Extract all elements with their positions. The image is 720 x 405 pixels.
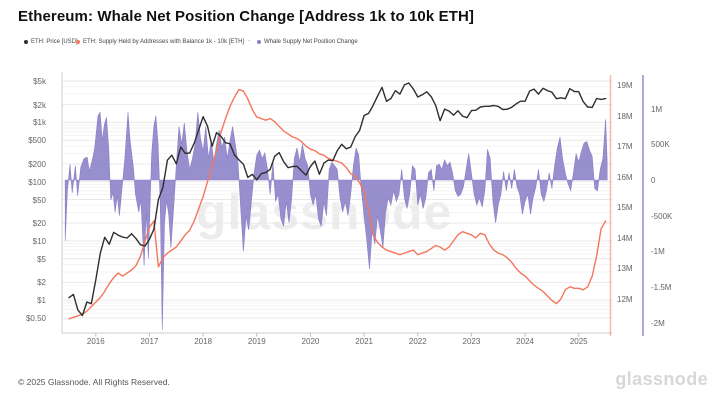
year-axis-label: 2017 — [140, 337, 159, 346]
price-axis-label: $2k — [33, 100, 46, 110]
supply-axis-label: 16M — [617, 172, 633, 182]
year-axis-label: 2023 — [462, 337, 481, 346]
supply-axis-label: 19M — [617, 81, 633, 90]
net-axis-label: -2M — [651, 318, 665, 328]
price-axis-label: $100 — [28, 177, 46, 187]
legend-item-label: Whale Supply Net Position Change — [264, 39, 358, 45]
price-axis-label: $1k — [33, 118, 46, 128]
year-axis-label: 2020 — [301, 337, 320, 346]
net-axis-label: -1.5M — [651, 282, 672, 292]
supply-axis-label: 15M — [617, 203, 633, 213]
supply-axis-label: 14M — [617, 233, 633, 243]
supply-axis-label: 18M — [617, 111, 633, 121]
price-axis-label: $0.50 — [25, 314, 46, 323]
supply-line-series[interactable] — [68, 88, 607, 320]
legend-dash: - — [248, 38, 251, 45]
net-position-series-dot-icon — [257, 40, 261, 44]
page-title: Ethereum: Whale Net Position Change [Add… — [18, 8, 474, 25]
supply-axis-label: 17M — [617, 142, 633, 152]
supply-series-dot-icon — [76, 40, 80, 44]
price-axis-label: $2 — [37, 278, 46, 288]
footer-copyright: © 2025 Glassnode. All Rights Reserved. — [18, 377, 170, 387]
legend-item-label: ETH: Price [USD] — [31, 39, 78, 45]
price-axis-label: $10 — [32, 236, 46, 246]
price-axis-label: $50 — [32, 195, 46, 205]
price-axis-label: $5k — [33, 77, 46, 86]
price-axis-label: $5 — [37, 254, 46, 264]
year-axis-label: 2016 — [86, 337, 105, 346]
price-series-dot-icon — [24, 40, 28, 44]
net-axis-label: -1M — [651, 247, 665, 257]
net-position-area-series[interactable] — [64, 111, 608, 330]
price-axis-label: $1 — [37, 296, 46, 306]
price-axis-label: $500 — [28, 136, 46, 146]
legend-item-price[interactable]: ETH: Price [USD] — [24, 39, 78, 45]
year-axis-label: 2018 — [194, 337, 213, 346]
supply-axis-label: 12M — [617, 295, 633, 304]
price-axis-label: $20 — [32, 219, 46, 229]
legend-item-label: ETH: Supply Held by Addresses with Balan… — [83, 39, 245, 45]
glassnode-logo: glassnode — [615, 369, 708, 389]
chart-legend: ETH: Price [USD] ETH: Supply Held by Add… — [0, 38, 720, 49]
year-axis-label: 2025 — [569, 337, 588, 346]
year-axis-label: 2021 — [355, 337, 373, 346]
net-axis-label: 500K — [651, 140, 670, 150]
legend-item-supply[interactable]: ETH: Supply Held by Addresses with Balan… — [76, 39, 244, 45]
net-axis-label: 0 — [651, 176, 656, 185]
price-line-series[interactable] — [68, 82, 607, 317]
net-axis-label: 1M — [651, 104, 663, 114]
supply-axis-label: 13M — [617, 264, 633, 274]
year-axis-label: 2022 — [408, 337, 427, 346]
legend-item-net-position[interactable]: Whale Supply Net Position Change — [257, 39, 358, 45]
year-axis-label: 2024 — [516, 337, 534, 346]
year-axis-label: 2019 — [247, 337, 266, 346]
net-axis-label: -500K — [651, 211, 673, 221]
price-axis-label: $200 — [28, 159, 46, 169]
